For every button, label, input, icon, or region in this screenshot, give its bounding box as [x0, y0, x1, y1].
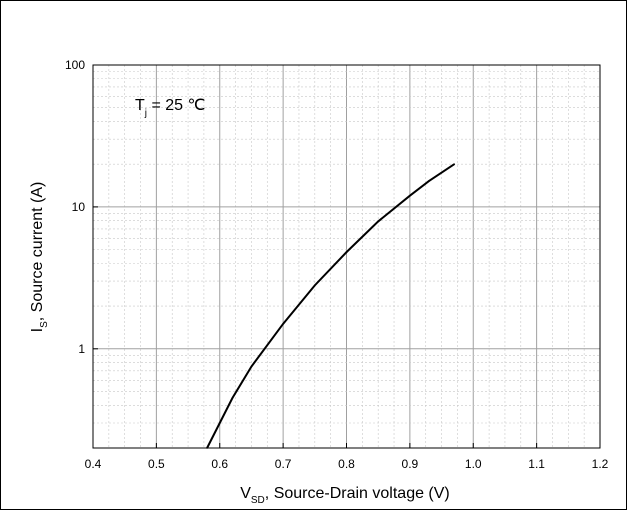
x-tick-label: 0.9	[402, 457, 419, 471]
x-tick-label: 0.6	[211, 457, 228, 471]
data-point	[218, 422, 221, 424]
x-tick-label: 1.2	[592, 457, 609, 471]
axis-ticks: 0.4 0.5 0.6 0.7 0.8 0.9 1.0 1.1 1.2 1 10 100	[65, 58, 609, 471]
data-point	[377, 220, 379, 223]
x-tick-label: 0.5	[148, 457, 165, 471]
x-tick-label: 0.8	[338, 457, 355, 471]
y-tick-label: 1	[78, 342, 85, 356]
y-axis-title: IS, Source current (A)	[29, 182, 50, 333]
data-point	[428, 180, 430, 182]
y-tick-label: 10	[72, 200, 86, 214]
series-layer	[206, 163, 456, 449]
x-tick-label: 0.4	[85, 457, 102, 471]
grid	[93, 65, 600, 448]
x-tick-label: 1.0	[465, 457, 482, 471]
x-tick-label: 1.1	[528, 457, 545, 471]
x-axis-title: VSD, Source-Drain voltage (V)	[240, 485, 450, 506]
data-point	[409, 194, 411, 197]
annotation-temperature: Tj = 25 ℃	[135, 97, 205, 119]
data-point	[250, 365, 253, 368]
x-tick-label: 0.7	[275, 457, 292, 471]
data-point	[345, 251, 348, 253]
data-point	[206, 447, 208, 449]
data-point	[282, 323, 284, 325]
data-point	[314, 284, 316, 287]
data-point	[453, 163, 456, 165]
data-point	[231, 397, 234, 399]
y-tick-label: 100	[65, 58, 85, 72]
